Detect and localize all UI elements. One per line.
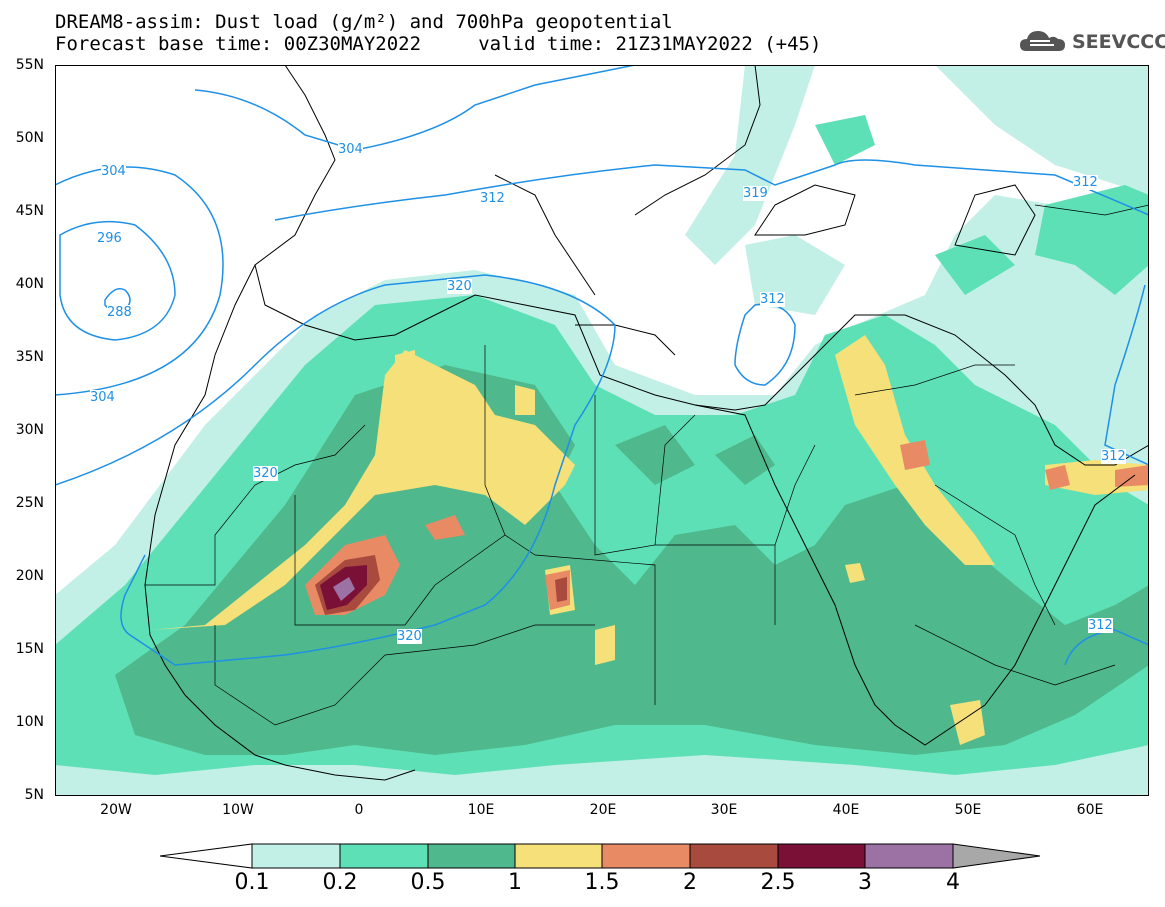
colorbar-swatch <box>689 843 779 869</box>
country-borders <box>145 204 1149 726</box>
cloud-logo-icon <box>1020 31 1065 51</box>
lat-label: 25N <box>15 495 44 511</box>
contour-label: 312 <box>480 191 505 206</box>
contour-label: 312 <box>1101 449 1126 464</box>
lat-label: 5N <box>24 787 44 803</box>
colorbar-swatch <box>777 843 866 869</box>
contour-label: 304 <box>90 390 115 405</box>
dust-band-3 <box>333 577 355 601</box>
colorbar-swatch <box>601 843 691 869</box>
logo-text: SEEVCCC <box>1072 31 1165 53</box>
contour-label: 288 <box>107 305 132 320</box>
lon-label: 30E <box>710 802 738 818</box>
lon-label: 0 <box>354 802 364 818</box>
lon-label: 20W <box>100 802 132 818</box>
colorbar-swatch <box>514 843 603 869</box>
colorbar <box>159 842 1045 874</box>
colorbar-label: 0.5 <box>410 870 446 895</box>
lon-label: 40E <box>832 802 860 818</box>
lat-label: 20N <box>15 568 44 584</box>
map-canvas <box>55 65 1149 796</box>
colorbar-label: 2 <box>683 870 697 895</box>
colorbar-label: 0.1 <box>234 870 270 895</box>
colorbar-label: 1.5 <box>584 870 620 895</box>
dust-load-map: 304 304 296 288 304 312 319 312 320 320 … <box>55 65 1149 796</box>
lon-label: 10E <box>467 802 495 818</box>
colorbar-label: 4 <box>946 870 960 895</box>
contour-label: 320 <box>447 279 472 294</box>
contour-label: 320 <box>397 629 422 644</box>
contour-label: 312 <box>760 292 785 307</box>
lon-label: 20E <box>589 802 617 818</box>
map-subtitle: Forecast base time: 00Z30MAY2022 valid t… <box>55 33 822 55</box>
seevccc-logo: SEEVCCC <box>1018 27 1165 57</box>
colorbar-swatch <box>251 843 341 869</box>
map-title: DREAM8-assim: Dust load (g/m²) and 700hP… <box>55 11 673 33</box>
lat-label: 15N <box>15 641 44 657</box>
lat-label: 50N <box>15 130 44 146</box>
colorbar-label: 3 <box>858 870 872 895</box>
colorbar-label: 0.2 <box>322 870 358 895</box>
contour-label: 320 <box>253 466 278 481</box>
lat-label: 10N <box>15 714 44 730</box>
colorbar-label: 2.5 <box>760 870 796 895</box>
lon-label: 60E <box>1076 802 1104 818</box>
lon-label: 50E <box>954 802 982 818</box>
contour-label: 304 <box>101 164 126 179</box>
colorbar-over-triangle <box>952 843 1041 869</box>
lat-label: 35N <box>15 349 44 365</box>
contour-label: 296 <box>97 231 122 246</box>
geopotential-contours <box>55 65 1149 666</box>
lon-label: 10W <box>222 802 254 818</box>
contour-label: 304 <box>338 142 363 157</box>
coastlines <box>144 65 1149 781</box>
lat-label: 40N <box>15 276 44 292</box>
colorbar-swatch <box>339 843 429 869</box>
lat-label: 55N <box>15 57 44 73</box>
colorbar-swatch <box>427 843 516 869</box>
lat-label: 30N <box>15 422 44 438</box>
colorbar-swatch <box>864 843 954 869</box>
colorbar-under-triangle <box>159 843 253 869</box>
contour-label: 312 <box>1088 618 1113 633</box>
contour-label: 319 <box>743 186 768 201</box>
lat-label: 45N <box>15 203 44 219</box>
colorbar-label: 1 <box>508 870 522 895</box>
contour-label: 312 <box>1073 175 1098 190</box>
